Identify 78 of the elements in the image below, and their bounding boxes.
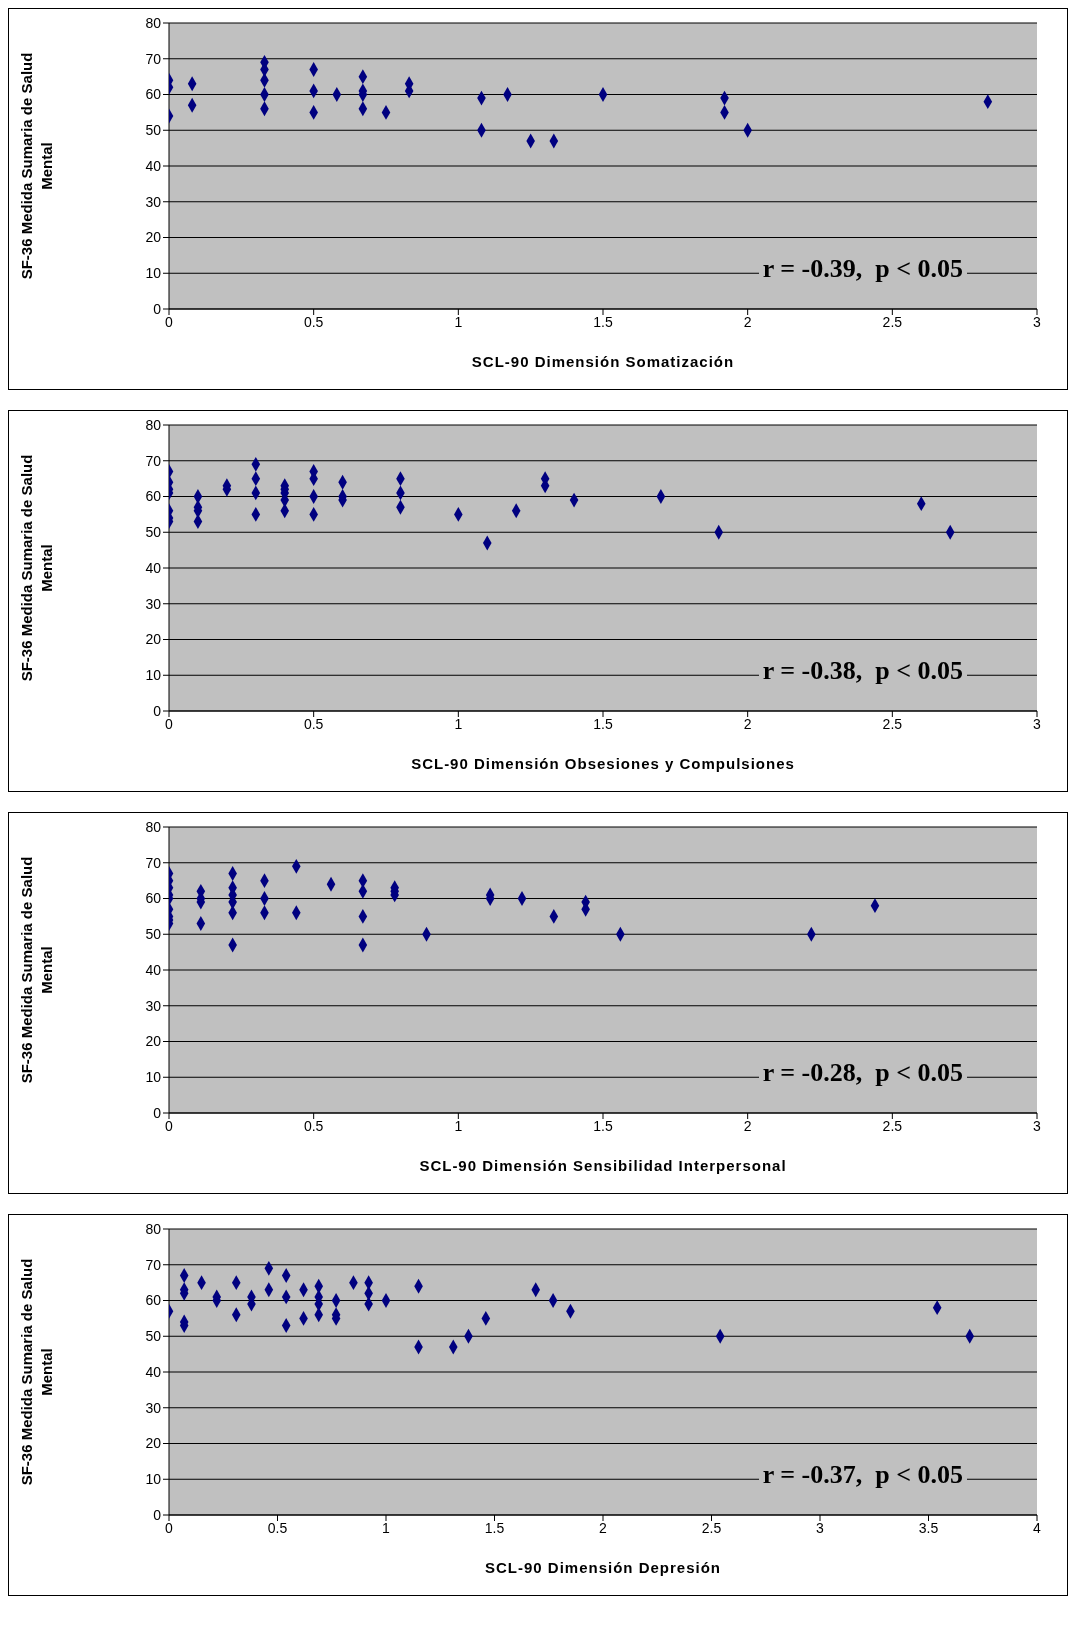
x-tick-label: 1.5 <box>593 313 613 330</box>
x-axis-title: SCL-90 Dimensión Depresión <box>484 1559 722 1576</box>
y-axis-title: SF-36 Medida Sumaria de Salud Mental <box>18 454 55 682</box>
x-tick-label: 0 <box>165 1519 174 1536</box>
x-tick-label: 4 <box>1033 1519 1042 1536</box>
x-tick-label: 3 <box>816 1519 825 1536</box>
y-tick-label: 0 <box>153 1104 162 1121</box>
y-tick-label: 60 <box>145 86 162 103</box>
x-tick-label: 2 <box>599 1519 608 1536</box>
x-axis-title: SCL-90 Dimensión Somatización <box>471 353 735 370</box>
x-tick-label: 0 <box>165 313 174 330</box>
y-tick-label: 30 <box>145 997 162 1014</box>
x-tick-label: 2.5 <box>882 313 903 330</box>
annotation: r = -0.38, p < 0.05 <box>758 656 967 686</box>
y-tick-label: 70 <box>145 452 162 469</box>
x-tick-label: 3 <box>1033 715 1042 732</box>
y-tick-label: 50 <box>145 1328 162 1345</box>
y-tick-label: 80 <box>145 416 162 433</box>
y-tick-label: 10 <box>145 1069 162 1086</box>
y-tick-label: 50 <box>145 524 162 541</box>
y-tick-label: 50 <box>145 926 162 943</box>
x-tick-label: 2.5 <box>882 715 903 732</box>
y-tick-label: 30 <box>145 1399 162 1416</box>
x-tick-label: 3 <box>1033 1117 1042 1134</box>
y-tick-label: 80 <box>145 818 162 835</box>
y-tick-label: 10 <box>145 265 162 282</box>
y-tick-label: 80 <box>145 1220 162 1237</box>
x-tick-label: 1 <box>454 715 463 732</box>
y-tick-label: 50 <box>145 122 162 139</box>
y-tick-label: 80 <box>145 14 162 31</box>
annotation: r = -0.37, p < 0.05 <box>758 1460 967 1490</box>
y-tick-label: 20 <box>145 631 162 648</box>
y-tick-label: 60 <box>145 488 162 505</box>
annotation: r = -0.39, p < 0.05 <box>758 254 967 284</box>
y-tick-label: 40 <box>145 1363 162 1380</box>
y-tick-label: 20 <box>145 1435 162 1452</box>
x-tick-label: 1 <box>382 1519 391 1536</box>
y-tick-label: 10 <box>145 1471 162 1488</box>
y-axis-title: SF-36 Medida Sumaria de Salud Mental <box>18 1258 55 1486</box>
x-tick-label: 1 <box>454 1117 463 1134</box>
y-tick-label: 60 <box>145 1292 162 1309</box>
x-tick-label: 2.5 <box>882 1117 903 1134</box>
x-tick-label: 0 <box>165 1117 174 1134</box>
x-tick-label: 2.5 <box>701 1519 722 1536</box>
x-tick-label: 0.5 <box>267 1519 288 1536</box>
x-axis-title: SCL-90 Dimensión Obsesiones y Compulsiones <box>411 755 795 772</box>
y-tick-label: 70 <box>145 50 162 67</box>
y-tick-label: 0 <box>153 702 162 719</box>
x-tick-label: 0 <box>165 715 174 732</box>
x-tick-label: 2 <box>743 313 752 330</box>
x-tick-label: 1.5 <box>484 1519 505 1536</box>
y-tick-label: 40 <box>145 961 162 978</box>
y-tick-label: 70 <box>145 1256 162 1273</box>
y-tick-label: 10 <box>145 667 162 684</box>
y-tick-label: 20 <box>145 229 162 246</box>
x-axis-title: SCL-90 Dimensión Sensibilidad Interpersonal <box>419 1157 787 1174</box>
x-tick-label: 3.5 <box>918 1519 939 1536</box>
y-tick-label: 20 <box>145 1033 162 1050</box>
y-axis-title: SF-36 Medida Sumaria de Salud Mental <box>18 856 55 1084</box>
y-tick-label: 60 <box>145 890 162 907</box>
x-tick-label: 0.5 <box>303 1117 324 1134</box>
x-tick-label: 0.5 <box>303 715 324 732</box>
y-tick-label: 0 <box>153 300 162 317</box>
x-tick-label: 1.5 <box>593 1117 613 1134</box>
y-tick-label: 30 <box>145 193 162 210</box>
x-tick-label: 2 <box>743 1117 752 1134</box>
y-tick-label: 70 <box>145 854 162 871</box>
y-axis-title: SF-36 Medida Sumaria de Salud Mental <box>18 52 55 280</box>
x-tick-label: 1.5 <box>593 715 613 732</box>
x-tick-label: 2 <box>743 715 752 732</box>
y-tick-label: 40 <box>145 559 162 576</box>
x-tick-label: 0.5 <box>303 313 324 330</box>
x-tick-label: 3 <box>1033 313 1042 330</box>
y-tick-label: 30 <box>145 595 162 612</box>
y-tick-label: 40 <box>145 157 162 174</box>
annotation: r = -0.28, p < 0.05 <box>758 1058 967 1088</box>
x-tick-label: 1 <box>454 313 463 330</box>
y-tick-label: 0 <box>153 1506 162 1523</box>
